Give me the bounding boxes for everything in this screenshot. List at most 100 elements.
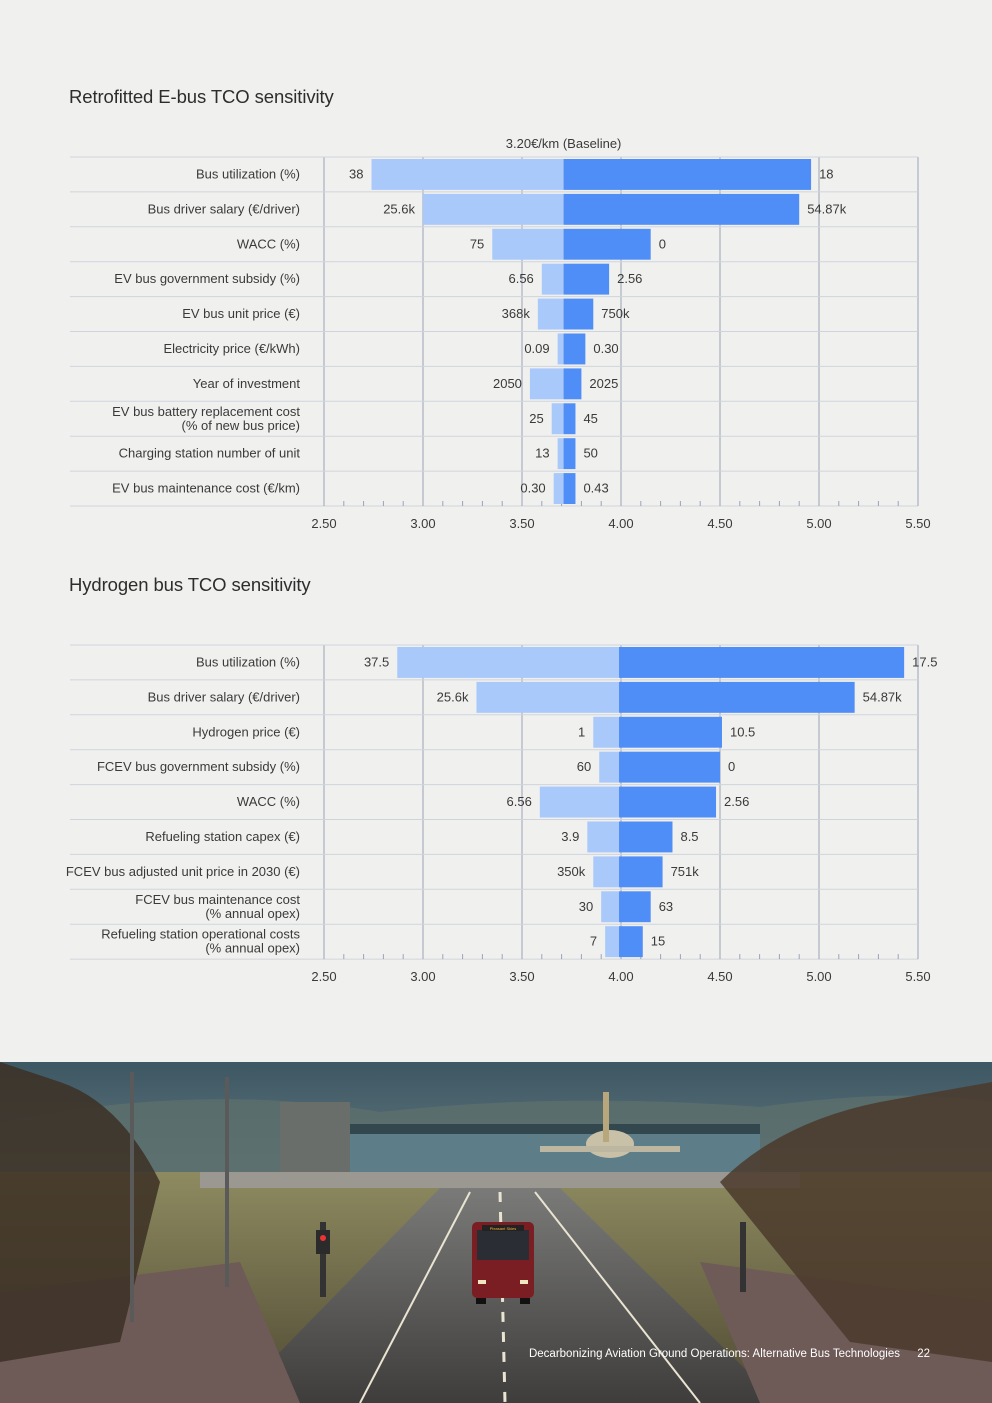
low-bar — [371, 159, 564, 190]
category-label: WACC (%) — [237, 794, 300, 809]
low-value-label: 6.56 — [507, 794, 532, 809]
low-bar — [557, 333, 564, 365]
low-bar — [593, 856, 620, 888]
high-value-label: 2025 — [589, 376, 618, 391]
high-bar — [619, 926, 643, 958]
x-tick-label: 3.50 — [509, 969, 534, 984]
high-value-label: 54.87k — [863, 689, 903, 704]
low-value-label: 368k — [502, 306, 531, 321]
low-bar — [587, 821, 620, 853]
high-bar — [563, 438, 576, 470]
high-value-label: 0.30 — [593, 341, 618, 356]
low-value-label: 13 — [535, 446, 549, 461]
high-bar — [619, 647, 905, 678]
low-bar — [601, 891, 620, 923]
airport-road-bus-photo: Pleasant Skies Decarbonizing Aviation Gr… — [0, 1062, 992, 1403]
category-label: FCEV bus government subsidy (%) — [97, 759, 300, 774]
low-value-label: 350k — [557, 864, 586, 879]
page-number: 22 — [917, 1348, 930, 1360]
low-bar — [553, 473, 564, 504]
low-value-label: 38 — [349, 166, 363, 181]
high-bar — [619, 821, 673, 853]
terminal-building — [300, 1132, 760, 1172]
high-value-label: 15 — [651, 934, 665, 949]
low-bar — [537, 298, 564, 330]
x-tick-label: 4.00 — [608, 969, 633, 984]
low-bar — [557, 438, 564, 470]
category-label: Bus driver salary (€/driver) — [148, 689, 300, 704]
category-label: FCEV bus maintenance cost — [135, 892, 300, 907]
low-bar — [492, 228, 564, 260]
high-value-label: 2.56 — [724, 794, 749, 809]
chart-title-ebus: Retrofitted E-bus TCO sensitivity — [69, 86, 334, 107]
high-bar — [563, 228, 651, 260]
category-label: Year of investment — [193, 376, 301, 391]
high-bar — [619, 751, 720, 783]
low-bar — [397, 647, 620, 678]
low-value-label: 30 — [579, 899, 593, 914]
svg-text:Pleasant Skies: Pleasant Skies — [490, 1226, 516, 1231]
x-tick-label: 5.00 — [806, 969, 831, 984]
high-value-label: 751k — [671, 864, 700, 879]
low-bar — [476, 681, 620, 713]
high-value-label: 8.5 — [680, 829, 698, 844]
high-value-label: 0 — [659, 236, 666, 251]
ebus-tco-tornado-chart: 3.20€/km (Baseline) 2.50 3.00 3.50 4.00 4.50 5… — [70, 136, 931, 531]
low-value-label: 7 — [590, 934, 597, 949]
x-tick-label: 2.50 — [311, 969, 336, 984]
high-value-label: 63 — [659, 899, 673, 914]
page-footer: Decarbonizing Aviation Ground Operations… — [529, 1348, 930, 1360]
low-value-label: 6.56 — [508, 271, 533, 286]
low-bar — [541, 263, 564, 295]
x-tick-label: 3.50 — [509, 516, 534, 531]
bus: Pleasant Skies — [472, 1222, 534, 1304]
category-label: (% annual opex) — [205, 941, 300, 956]
high-bar — [563, 298, 594, 330]
high-bar — [563, 193, 800, 225]
low-bar — [539, 786, 620, 818]
x-tick-label: 5.50 — [905, 516, 930, 531]
category-label: Bus utilization (%) — [196, 654, 300, 669]
high-bar — [563, 403, 576, 435]
category-label: (% of new bus price) — [182, 418, 301, 433]
high-value-label: 17.5 — [912, 654, 937, 669]
low-value-label: 75 — [470, 236, 484, 251]
category-label: WACC (%) — [237, 236, 300, 251]
category-label: Bus driver salary (€/driver) — [148, 201, 300, 216]
low-value-label: 0.09 — [524, 341, 549, 356]
x-tick-label: 3.00 — [410, 969, 435, 984]
low-value-label: 37.5 — [364, 654, 389, 669]
high-value-label: 0 — [728, 759, 735, 774]
high-value-label: 45 — [583, 411, 597, 426]
high-bar — [619, 681, 855, 713]
category-label: Hydrogen price (€) — [192, 724, 300, 739]
hydrogen-tco-tornado-chart: 2.50 3.00 3.50 4.00 4.50 5.00 5.50 37.5 17.5 Bus … — [66, 644, 937, 984]
low-bar — [605, 926, 620, 958]
low-value-label: 2050 — [493, 376, 522, 391]
high-bar — [619, 716, 722, 748]
footer-subtitle: Alternative Bus Technologies — [752, 1348, 900, 1360]
category-label: EV bus battery replacement cost — [112, 404, 300, 419]
high-value-label: 18 — [819, 166, 833, 181]
low-bar — [593, 716, 620, 748]
category-label: Refueling station capex (€) — [145, 829, 300, 844]
low-value-label: 0.30 — [520, 481, 545, 496]
category-label: EV bus maintenance cost (€/km) — [112, 481, 300, 496]
high-bar — [619, 786, 717, 818]
category-label: (% annual opex) — [205, 906, 300, 921]
high-bar — [563, 159, 812, 190]
category-label: Electricity price (€/kWh) — [163, 341, 300, 356]
high-value-label: 10.5 — [730, 724, 755, 739]
low-bar — [423, 193, 564, 225]
x-tick-label: 4.00 — [608, 516, 633, 531]
x-tick-label: 2.50 — [311, 516, 336, 531]
high-bar — [563, 263, 610, 295]
x-tick-label: 4.50 — [707, 969, 732, 984]
low-value-label: 1 — [578, 724, 585, 739]
high-value-label: 0.43 — [583, 481, 608, 496]
high-bar — [619, 891, 651, 923]
high-bar — [563, 368, 582, 400]
high-bar — [563, 473, 576, 504]
category-label: FCEV bus adjusted unit price in 2030 (€) — [66, 864, 300, 879]
chart-title-hydrogen: Hydrogen bus TCO sensitivity — [69, 574, 311, 595]
